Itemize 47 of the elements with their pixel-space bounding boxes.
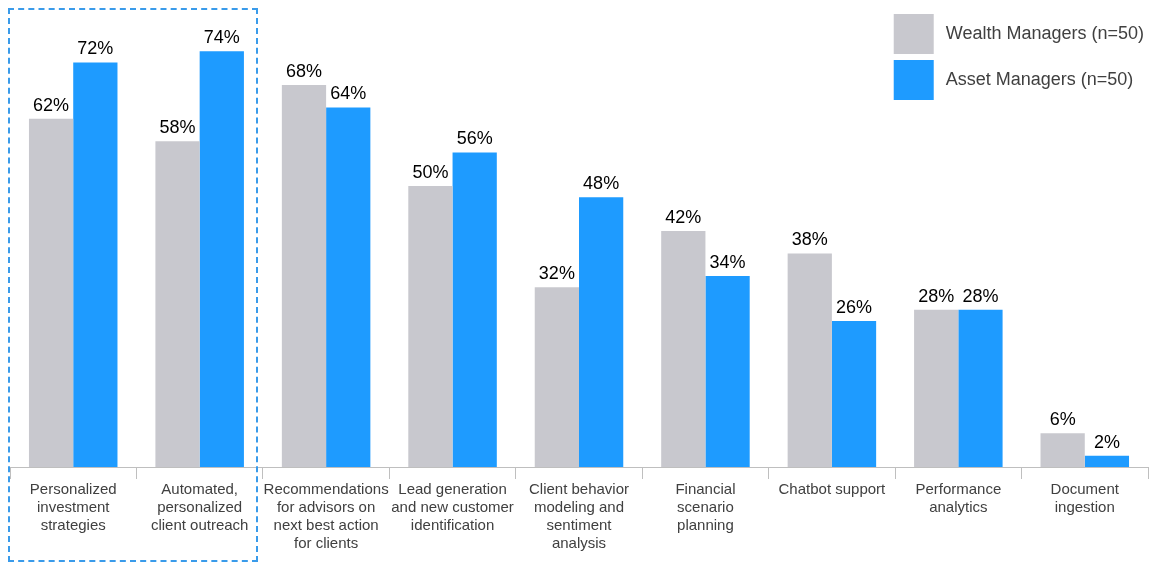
data-label: 26%	[836, 296, 873, 317]
legend-label: Asset Managers (n=50)	[945, 68, 1134, 89]
x-tick-label: Chatbot support	[778, 480, 887, 498]
bar	[1084, 455, 1130, 467]
bar	[661, 231, 706, 467]
data-label: 28%	[962, 285, 999, 306]
bar	[73, 62, 118, 467]
data-label: 64%	[330, 83, 367, 104]
bar	[958, 309, 1003, 467]
bar	[579, 197, 624, 467]
data-label: 58%	[159, 117, 196, 138]
x-tick-label: Financial scenario planning	[675, 480, 736, 534]
data-label: 42%	[665, 207, 702, 228]
bar	[199, 51, 244, 467]
bar	[787, 253, 832, 467]
data-label: 48%	[583, 173, 620, 194]
data-label: 6%	[1049, 409, 1076, 430]
legend-label: Wealth Managers (n=50)	[945, 22, 1145, 43]
data-label: 74%	[203, 27, 240, 48]
data-label: 50%	[412, 162, 449, 183]
bar	[705, 275, 750, 467]
data-label: 32%	[538, 263, 575, 284]
x-tick-label: Lead generation and new customer identification	[391, 480, 514, 534]
bar	[914, 309, 959, 467]
x-tick-label: Document ingestion	[1050, 480, 1120, 516]
bar	[452, 152, 497, 467]
data-label: 62%	[33, 94, 70, 115]
data-label: 56%	[456, 128, 493, 149]
data-label: 34%	[709, 251, 746, 272]
data-label: 68%	[285, 60, 322, 81]
data-label: 2%	[1093, 431, 1120, 452]
data-label: 28%	[918, 285, 955, 306]
x-tick-label: Recommendations for advisors on next best action for clients	[263, 480, 389, 552]
x-tick-label: Client behavior modeling and sentiment analysis	[528, 480, 630, 552]
bar	[1040, 433, 1085, 467]
bar	[408, 186, 453, 467]
bar	[326, 107, 371, 467]
bar	[281, 84, 327, 467]
bar	[831, 320, 877, 467]
x-tick-label: Personalized investment strategies	[29, 480, 117, 534]
bar	[534, 287, 579, 467]
x-tick-label: Automated, personalized client outreach	[150, 480, 249, 534]
data-label: 72%	[77, 38, 114, 59]
bar	[28, 118, 74, 467]
bar	[155, 141, 200, 467]
data-label: 38%	[791, 229, 828, 250]
x-tick-label: Performance analytics	[915, 480, 1002, 516]
